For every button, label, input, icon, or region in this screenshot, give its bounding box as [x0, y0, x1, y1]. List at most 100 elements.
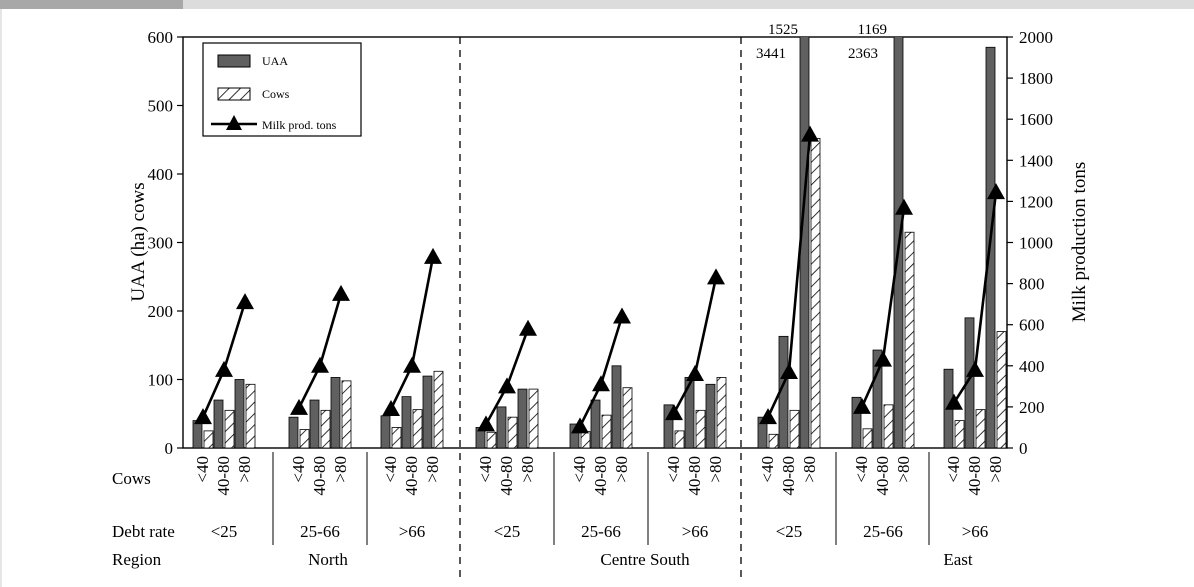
y-tick-label: 500	[148, 97, 174, 116]
cows-bar	[975, 409, 986, 448]
cow-class-label: <40	[381, 456, 400, 483]
milk-point	[498, 377, 516, 394]
uaa-bar	[422, 375, 433, 448]
milk-point	[966, 360, 984, 377]
milk-point	[707, 268, 725, 285]
out-of-range-value-label: 1169	[858, 22, 887, 38]
uaa-bar	[401, 396, 412, 448]
y-tick-label: 300	[148, 234, 174, 253]
cow-class-label: 40-80	[591, 456, 610, 496]
cows-bar	[622, 387, 633, 448]
region-label: East	[943, 550, 973, 569]
cows-bar	[674, 430, 685, 448]
cow-class-label: <40	[289, 456, 308, 483]
debt-rate-label: <25	[211, 522, 238, 541]
milk-point	[519, 319, 537, 336]
uaa-bar	[330, 377, 341, 448]
legend-cows-label: Cows	[262, 87, 290, 101]
cow-class-label: <40	[570, 456, 589, 483]
legend-milk-marker	[226, 115, 242, 130]
legend: UAA Cows Milk prod. tons	[202, 42, 362, 137]
milk-point	[236, 293, 254, 310]
row-label-cows: Cows	[112, 469, 151, 488]
y-axis-title: UAA (ha) cows	[128, 182, 149, 301]
cows-bar	[789, 409, 800, 448]
out-of-range-value-label: 1525	[768, 22, 798, 38]
cows-bar	[391, 427, 402, 448]
y-tick-label: 200	[148, 302, 174, 321]
milk-point	[801, 125, 819, 142]
cow-class-label: 40-80	[310, 456, 329, 496]
uaa-bar	[192, 420, 203, 448]
cows-bar	[695, 409, 706, 448]
milk-point	[780, 362, 798, 379]
y2-tick-label: 1600	[1019, 110, 1053, 129]
row-label-region: Region	[112, 550, 162, 569]
y2-tick-label: 1000	[1019, 234, 1053, 253]
uaa-bar	[872, 349, 883, 448]
uaa-bar	[799, 37, 810, 448]
cow-class-label: >80	[423, 456, 442, 483]
milk-point	[382, 399, 400, 416]
milk-point	[332, 284, 350, 301]
viewer-left-edge	[0, 9, 2, 587]
milk-point	[686, 365, 704, 382]
uaa-bar	[234, 379, 245, 448]
viewer-top-bar-tab	[0, 0, 183, 9]
milk-point	[424, 247, 442, 264]
cow-class-label: 40-80	[685, 456, 704, 496]
viewer-top-bar	[0, 0, 1194, 9]
uaa-bar	[569, 423, 580, 448]
cows-bar	[224, 409, 235, 448]
plot-overlay	[459, 37, 742, 582]
cow-class-label: <40	[193, 456, 212, 483]
cows-bar	[412, 409, 423, 448]
y2-tick-label: 200	[1019, 398, 1045, 417]
chart-axes: 0 100 200 300 400 500 600 0 200 400 600 800 1000 1200…	[148, 28, 1054, 458]
milk-point	[665, 404, 683, 421]
y2-axis-title: Milk production tons	[1069, 162, 1090, 322]
milk-point	[194, 408, 212, 425]
cow-class-label: 40-80	[779, 456, 798, 496]
cow-class-label: 40-80	[214, 456, 233, 496]
milk-point	[945, 393, 963, 410]
uaa-bar	[757, 416, 768, 448]
cow-class-label: 40-80	[497, 456, 516, 496]
uaa-bar	[288, 416, 299, 448]
cow-class-label: >80	[894, 456, 913, 483]
cows-bar	[299, 429, 310, 448]
uaa-bar	[663, 404, 674, 448]
plot-area	[192, 37, 1007, 448]
debt-rate-label: <25	[776, 522, 803, 541]
milk-point	[592, 375, 610, 392]
cow-class-label: >80	[706, 456, 725, 483]
out-of-range-value-label: 3441	[756, 46, 786, 62]
debt-rate-label: >66	[399, 522, 426, 541]
debt-rate-label: >66	[962, 522, 989, 541]
legend-cows-swatch	[217, 87, 251, 101]
y2-tick-label: 1800	[1019, 69, 1053, 88]
cow-class-label: 40-80	[873, 456, 892, 496]
y2-tick-label: 0	[1019, 439, 1028, 458]
cows-bar	[528, 388, 539, 448]
cow-class-label: <40	[758, 456, 777, 483]
cows-bar	[954, 420, 965, 448]
uaa-bar	[380, 415, 391, 448]
cow-class-label: 40-80	[402, 456, 421, 496]
milk-point	[403, 356, 421, 373]
cows-bar	[580, 431, 591, 448]
cows-bar	[245, 383, 256, 448]
cows-bar	[320, 409, 331, 448]
milk-point	[874, 350, 892, 367]
milk-point	[311, 356, 329, 373]
cows-bar	[883, 404, 894, 448]
cow-class-label: <40	[476, 456, 495, 483]
cow-class-label: >80	[612, 456, 631, 483]
cows-bar	[862, 428, 873, 448]
y-tick-label: 400	[148, 165, 174, 184]
cows-bar	[904, 231, 915, 448]
y-tick-label: 600	[148, 28, 174, 47]
cows-bar	[203, 430, 214, 448]
